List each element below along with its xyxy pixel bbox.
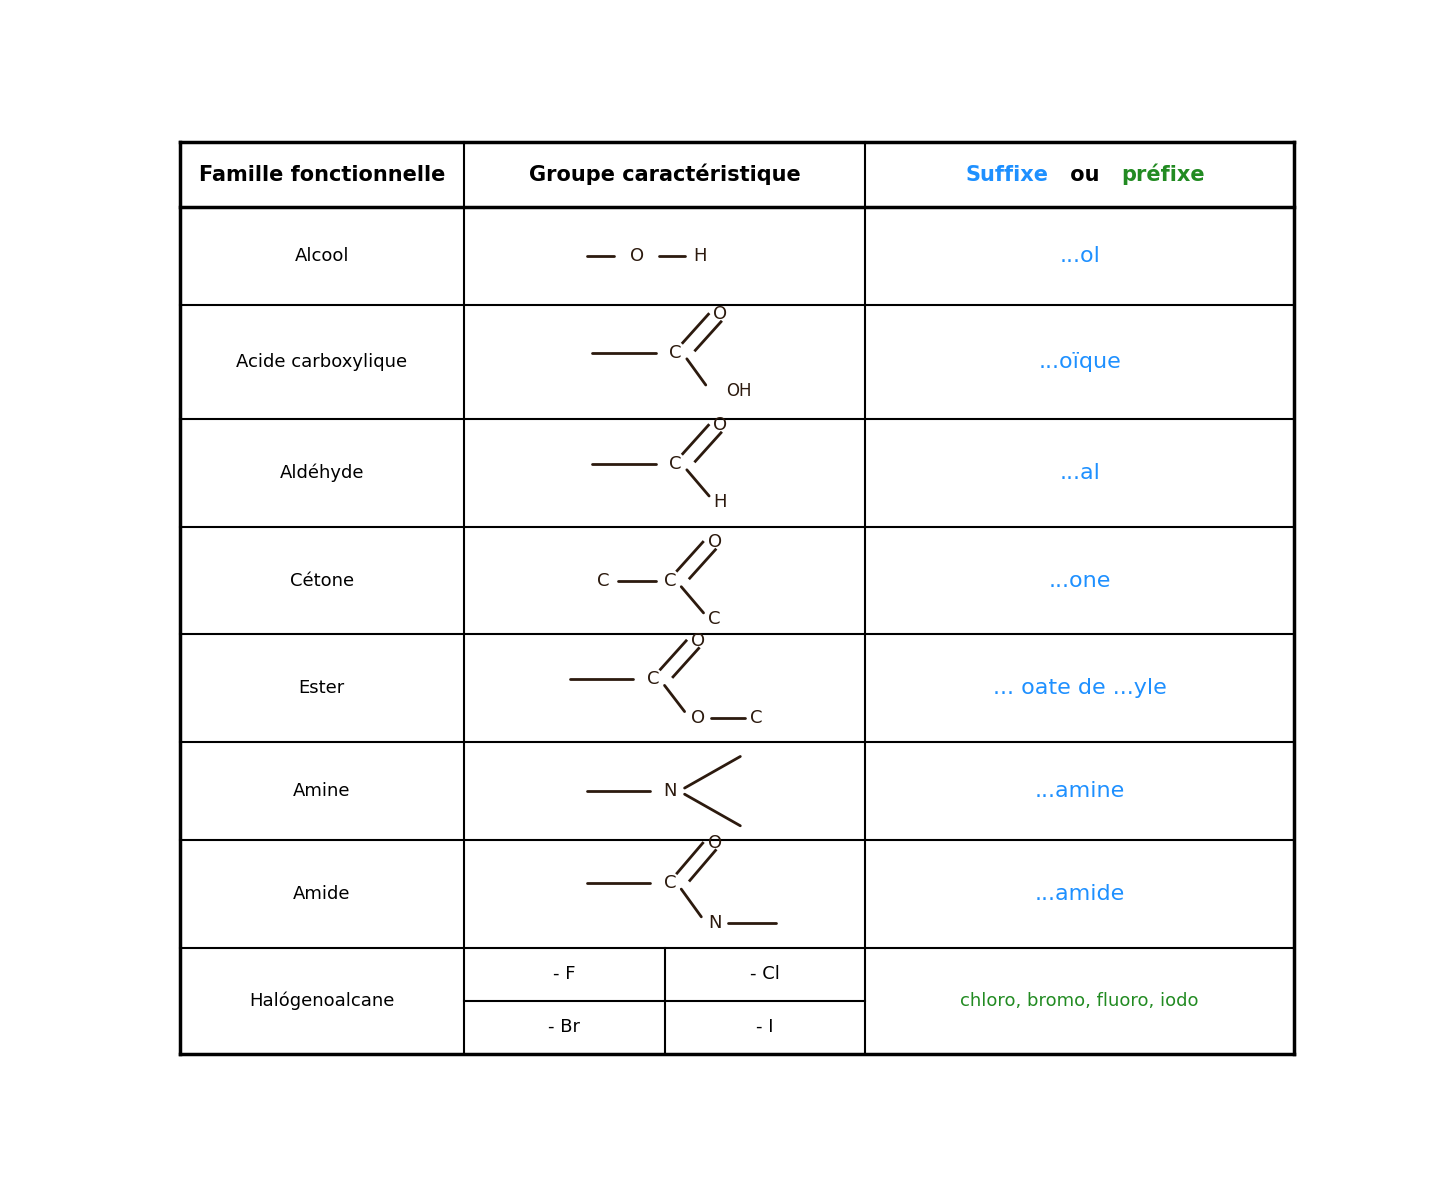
Text: C: C bbox=[709, 610, 720, 628]
Text: - I: - I bbox=[756, 1018, 774, 1036]
Text: ...ol: ...ol bbox=[1060, 246, 1100, 266]
Text: C: C bbox=[670, 343, 682, 361]
Text: Cétone: Cétone bbox=[290, 572, 354, 590]
Text: OH: OH bbox=[726, 382, 751, 400]
Text: Groupe caractéristique: Groupe caractéristique bbox=[529, 163, 801, 185]
Text: C: C bbox=[647, 670, 660, 688]
Text: O: O bbox=[713, 416, 728, 435]
Text: N: N bbox=[663, 783, 677, 800]
Text: chloro, bromo, fluoro, iodo: chloro, bromo, fluoro, iodo bbox=[961, 992, 1199, 1010]
Text: N: N bbox=[707, 914, 722, 932]
Text: ... oate de ...yle: ... oate de ...yle bbox=[992, 678, 1166, 699]
Text: ...al: ...al bbox=[1060, 463, 1100, 483]
Text: C: C bbox=[664, 572, 676, 590]
Text: - F: - F bbox=[554, 965, 575, 983]
Text: O: O bbox=[690, 709, 705, 727]
Text: H: H bbox=[693, 246, 707, 265]
Text: Halógenoalcane: Halógenoalcane bbox=[249, 991, 394, 1010]
Text: C: C bbox=[670, 455, 682, 472]
Text: O: O bbox=[630, 246, 644, 265]
Text: ...amide: ...amide bbox=[1034, 884, 1125, 903]
Text: Suffixe: Suffixe bbox=[966, 165, 1048, 185]
Text: C: C bbox=[664, 874, 676, 892]
Text: ...amine: ...amine bbox=[1034, 781, 1125, 802]
Text: O: O bbox=[707, 533, 722, 551]
Text: ...one: ...one bbox=[1048, 571, 1112, 591]
Text: ou: ou bbox=[1063, 165, 1107, 185]
Text: C: C bbox=[597, 572, 610, 590]
Text: O: O bbox=[690, 632, 705, 650]
Text: Famille fonctionnelle: Famille fonctionnelle bbox=[198, 165, 444, 185]
Text: O: O bbox=[713, 305, 728, 323]
Text: Aldéhyde: Aldéhyde bbox=[279, 463, 364, 482]
Text: Amine: Amine bbox=[293, 783, 351, 800]
Text: O: O bbox=[707, 834, 722, 852]
Text: - Cl: - Cl bbox=[749, 965, 779, 983]
Text: H: H bbox=[713, 494, 728, 511]
Text: préfixe: préfixe bbox=[1122, 163, 1205, 185]
Text: Amide: Amide bbox=[293, 884, 351, 903]
Text: Acide carboxylique: Acide carboxylique bbox=[236, 353, 407, 371]
Text: ...oïque: ...oïque bbox=[1038, 352, 1122, 372]
Text: - Br: - Br bbox=[548, 1018, 581, 1036]
Text: C: C bbox=[749, 709, 762, 727]
Text: Alcool: Alcool bbox=[295, 246, 349, 265]
Text: Ester: Ester bbox=[299, 680, 345, 697]
